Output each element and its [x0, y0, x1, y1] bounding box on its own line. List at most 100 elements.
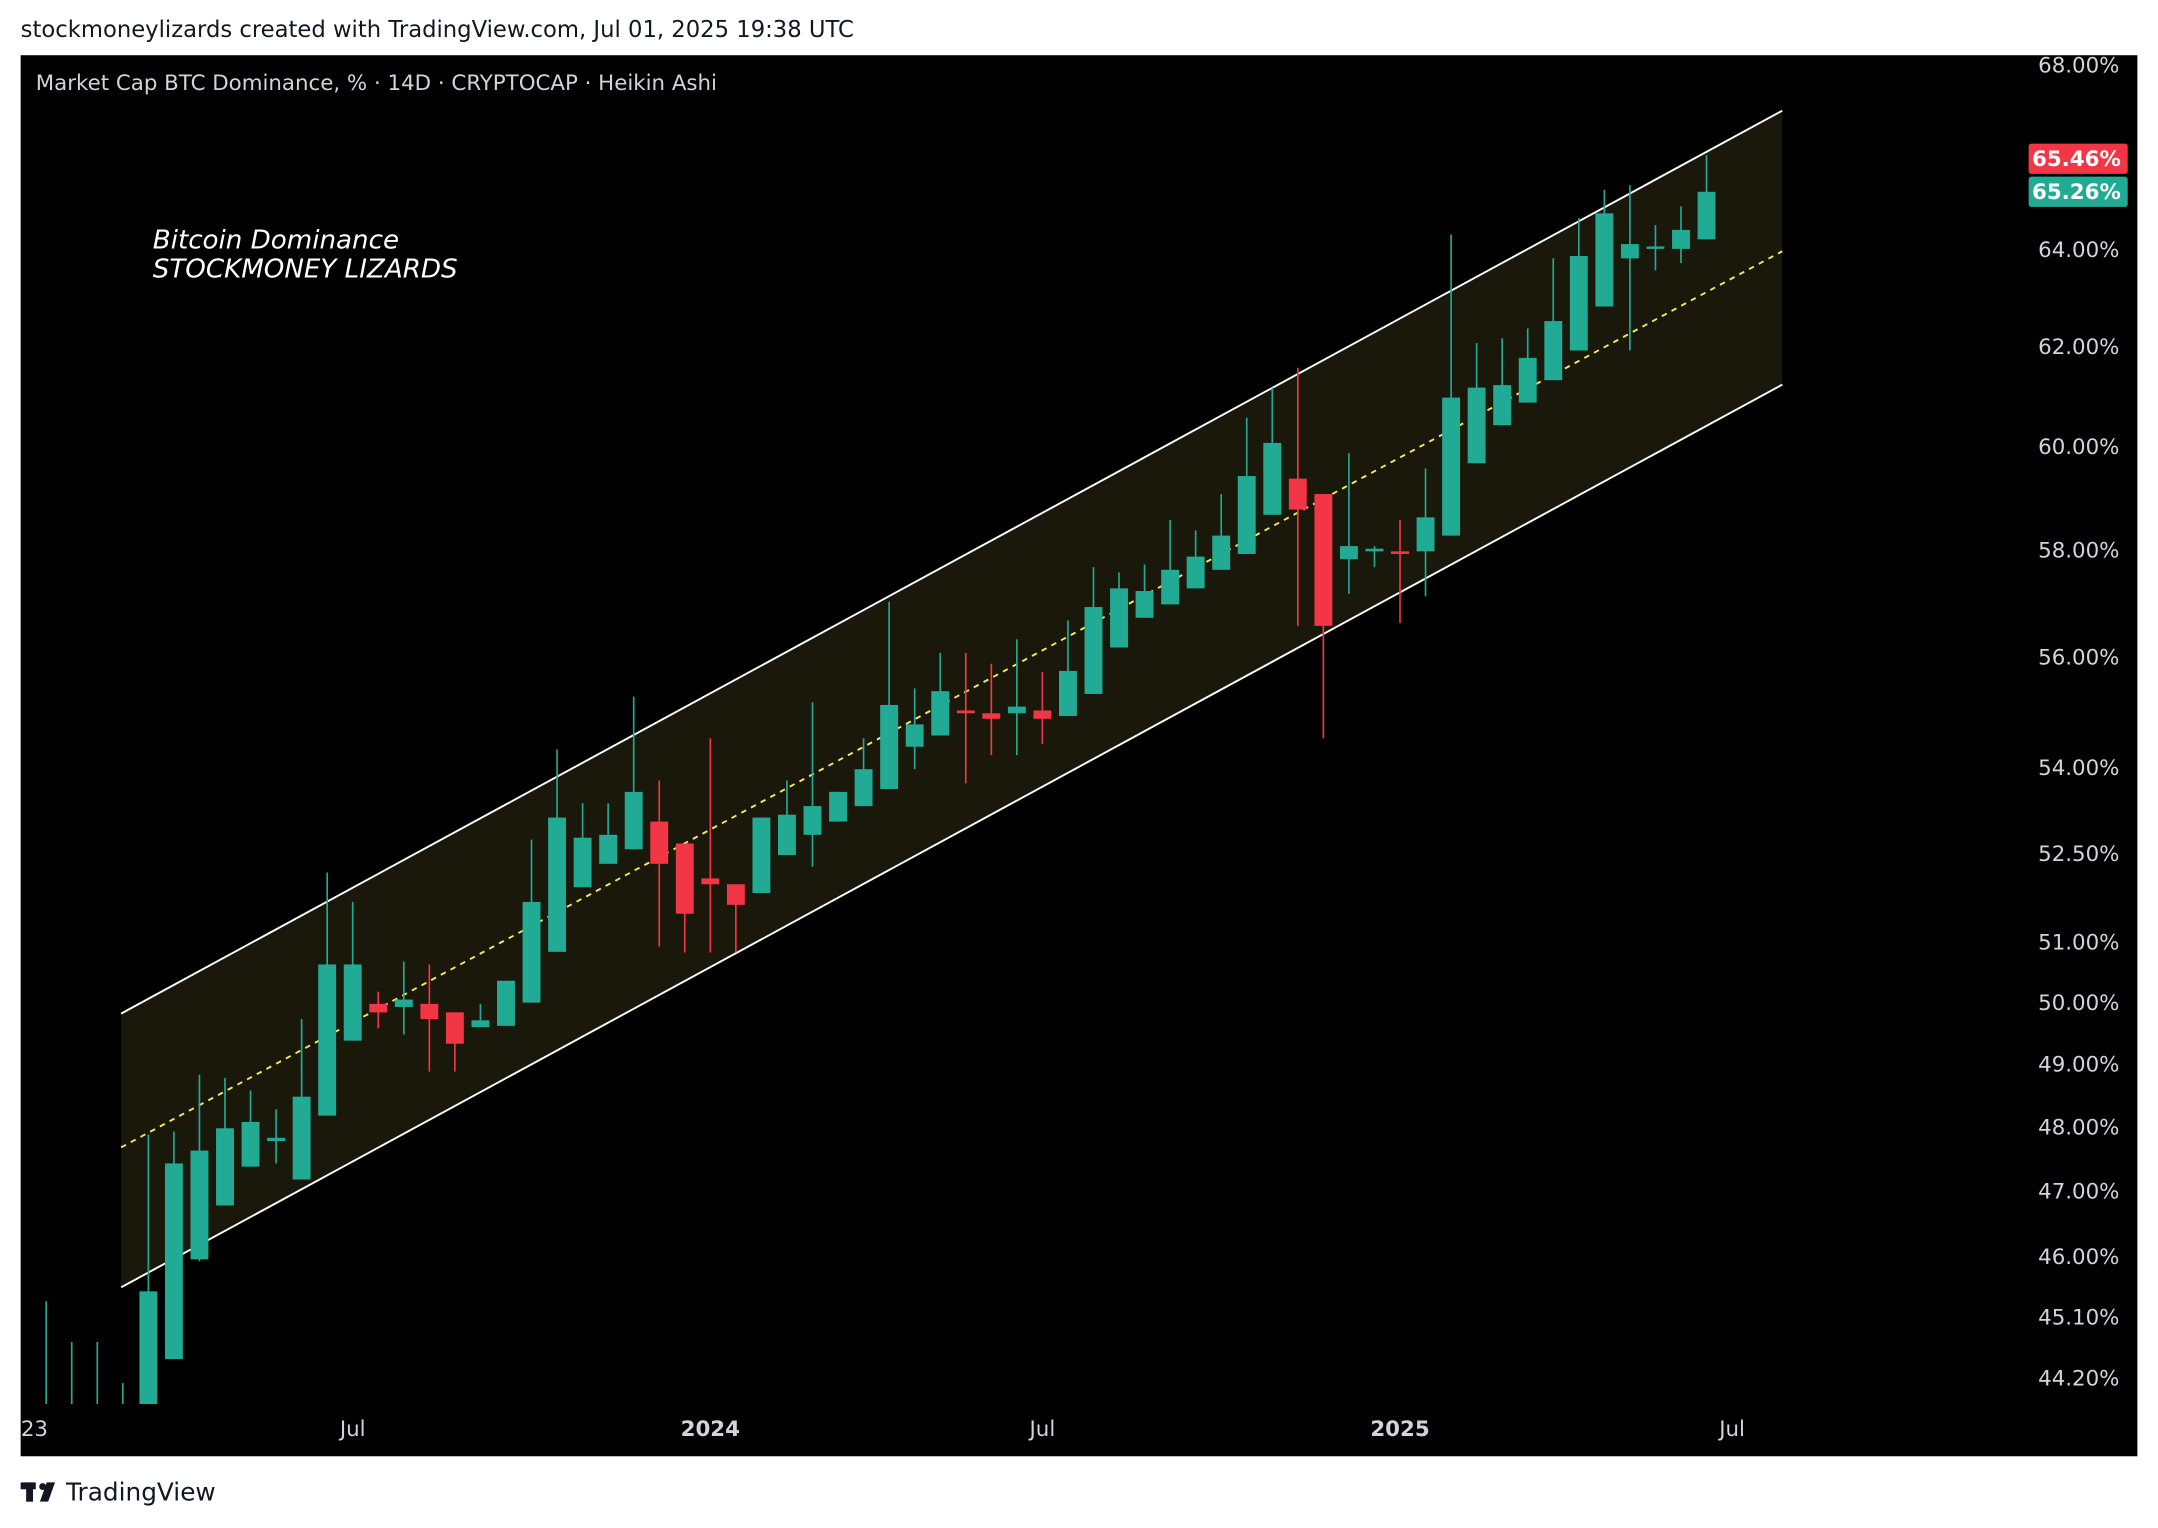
candle-body	[726, 884, 745, 905]
candle-body	[522, 901, 541, 1003]
price-label-box	[2028, 176, 2128, 207]
candle-body	[1595, 213, 1614, 307]
candle-body	[956, 710, 975, 714]
x-tick-label: 23	[21, 1417, 48, 1442]
x-tick-label: Jul	[338, 1417, 366, 1442]
candle-body	[650, 821, 669, 864]
candle-body	[216, 1128, 234, 1206]
footer: TradingView	[65, 1477, 216, 1506]
candle-body	[369, 1003, 388, 1013]
candle-body	[1544, 321, 1563, 381]
candle-body	[1237, 476, 1256, 554]
candle-body	[1672, 229, 1690, 249]
candle-body	[1697, 191, 1716, 240]
footer-logo	[20, 1482, 56, 1502]
candle-body	[420, 1003, 439, 1020]
y-tick-label: 60.00%	[2038, 435, 2119, 460]
candle-body	[1084, 607, 1103, 694]
candle-body	[1493, 385, 1512, 426]
y-tick-label: 48.00%	[2038, 1115, 2119, 1140]
candle-body	[905, 724, 924, 747]
candle-body	[139, 1291, 158, 1404]
candle-body	[471, 1020, 490, 1028]
candle-body	[1033, 710, 1052, 719]
candle-body	[1442, 397, 1461, 536]
candle-body	[1212, 535, 1231, 570]
candle-body	[1314, 494, 1333, 626]
candle-body	[548, 817, 567, 952]
y-tick-label: 58.00%	[2038, 538, 2119, 563]
candle-body	[164, 1163, 183, 1360]
candle-body	[599, 834, 618, 864]
candle-body	[854, 769, 873, 807]
candle-body	[1416, 517, 1435, 552]
candle-body	[343, 964, 362, 1041]
candle-body	[1365, 548, 1384, 552]
x-tick-label: 2025	[1370, 1417, 1429, 1442]
candle-body	[1186, 556, 1205, 589]
candle-body	[1263, 442, 1282, 515]
x-tick-label: Jul	[1717, 1417, 1745, 1442]
legend-title: Market Cap BTC Dominance, % · 14D · CRYP…	[36, 71, 717, 96]
header: stockmoneylizards created with TradingVi…	[21, 17, 854, 43]
y-tick-label: 51.00%	[2038, 930, 2119, 955]
x-tick-label: Jul	[1028, 1417, 1056, 1442]
x-tick-label: 2024	[681, 1417, 740, 1442]
price-label: 65.26%	[2032, 180, 2121, 205]
candle-body	[1646, 246, 1665, 249]
candle-body	[829, 791, 847, 822]
y-tick-label: 62.00%	[2038, 335, 2119, 360]
candle-body	[880, 704, 899, 790]
candle-body	[1110, 588, 1128, 648]
channel-upper	[120, 109, 1783, 1015]
y-tick-label: 50.00%	[2038, 991, 2119, 1016]
y-tick-label: 45.10%	[2038, 1305, 2119, 1330]
plot-area	[45, 109, 1783, 1404]
y-tick-label: 46.00%	[2038, 1245, 2119, 1270]
y-tick-label: 44.20%	[2038, 1367, 2119, 1392]
candle-body	[318, 964, 337, 1116]
candle-body	[292, 1096, 311, 1180]
candle-body	[778, 814, 796, 856]
candle-body	[624, 791, 643, 850]
candle-body	[241, 1121, 260, 1167]
y-tick-label: 56.00%	[2038, 645, 2119, 670]
candle-body	[394, 999, 413, 1007]
y-tick-label: 52.50%	[2038, 842, 2119, 867]
channel-lower	[120, 383, 1783, 1289]
y-tick-label: 68.00%	[2038, 53, 2119, 78]
candle-body	[190, 1150, 209, 1260]
y-tick-label: 64.00%	[2038, 238, 2119, 263]
candle-body	[752, 817, 771, 894]
candle-body	[1518, 357, 1537, 403]
candle-body	[1288, 478, 1307, 510]
candle-body	[803, 806, 822, 835]
candle-body	[982, 713, 1001, 719]
candle-body	[445, 1012, 464, 1044]
candle-body	[573, 837, 592, 888]
candle-body	[1391, 551, 1409, 554]
candle-body	[1569, 255, 1588, 351]
price-label-box	[2028, 143, 2128, 174]
candle-body	[1620, 244, 1639, 259]
candle-body	[931, 691, 950, 736]
candle-body	[701, 878, 720, 885]
y-tick-label: 47.00%	[2038, 1179, 2119, 1204]
annotation: Bitcoin Dominance	[153, 226, 399, 256]
axes: 23 Jul 2024 Jul 2025 Jul 68.00% 64.00% 62.00% 60.…	[21, 53, 2128, 1442]
candle-body	[497, 980, 515, 1026]
candle-body	[1135, 591, 1154, 618]
candle-body	[1058, 670, 1077, 717]
candle-body	[1467, 387, 1486, 464]
candle-body	[1161, 569, 1180, 605]
candle-body	[1007, 706, 1026, 714]
y-tick-label: 49.00%	[2038, 1052, 2119, 1077]
y-tick-label: 54.00%	[2038, 756, 2119, 781]
price-label: 65.46%	[2032, 147, 2121, 172]
annotation: STOCKMONEY LIZARDS	[153, 254, 458, 284]
candle-body	[267, 1137, 286, 1142]
candle-body	[675, 843, 694, 914]
candle-body	[1339, 546, 1358, 560]
